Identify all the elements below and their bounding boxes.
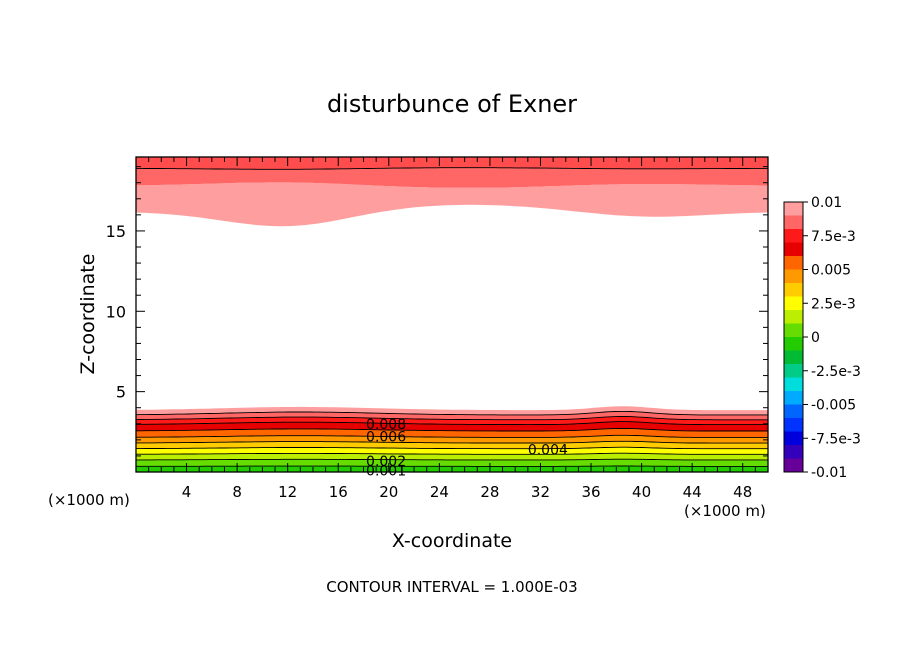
y-tick-label: 10	[106, 302, 126, 321]
chart-title: disturbunce of Exner	[327, 90, 577, 118]
colorbar-swatch	[784, 310, 803, 324]
lower-band	[136, 411, 768, 420]
contour-line	[136, 167, 768, 170]
y-tick-labels: 5 10 15	[106, 222, 126, 402]
contour-label: 0.006	[366, 430, 406, 446]
lower-band	[136, 447, 768, 455]
colorbar-label: 0.005	[811, 263, 851, 279]
colorbar-label: 2.5e-3	[811, 296, 856, 312]
x-tick-label: 4	[182, 483, 192, 501]
colorbar-swatch	[784, 458, 803, 473]
x-tick-label: 48	[733, 483, 752, 501]
contour-lines	[135, 167, 768, 467]
contour-bands	[136, 157, 768, 472]
colorbar-label: 0.01	[811, 195, 842, 211]
colorbar-swatch	[784, 229, 803, 243]
x-tick-label: 36	[581, 483, 600, 501]
colorbar-label: -0.01	[811, 465, 847, 481]
colorbar-label: 0	[811, 330, 820, 346]
contour-line	[136, 458, 768, 461]
colorbar-label: -7.5e-3	[811, 431, 861, 447]
colorbar-swatch	[784, 242, 803, 257]
contour-label: 0.002	[366, 454, 406, 470]
x-axis-label: X-coordinate	[392, 530, 512, 552]
colorbar-label: -0.005	[811, 398, 856, 414]
x-tick-label: 24	[430, 483, 449, 501]
upper-band	[136, 167, 768, 188]
x-tick-label: 12	[278, 483, 297, 501]
colorbar-swatch	[784, 404, 803, 419]
contour-line	[136, 427, 768, 432]
y-tick-label: 5	[116, 383, 126, 402]
x-tick-labels: 4 8 12 16 20 24 28 32 36 40 44 48	[182, 483, 752, 501]
y-axis-label: Z-coordinate	[77, 254, 99, 375]
colorbar-label: 7.5e-3	[811, 229, 856, 245]
contour-line	[136, 416, 768, 421]
colorbar-swatch	[784, 391, 803, 405]
upper-band	[136, 182, 768, 227]
colorbar-swatch	[784, 202, 803, 216]
y-tick-label: 15	[106, 222, 126, 241]
colorbar-swatch	[784, 377, 803, 392]
contour-line	[136, 452, 768, 455]
colorbar-swatch	[784, 215, 803, 230]
colorbar-swatch	[784, 296, 803, 311]
colorbar-swatch	[784, 431, 803, 446]
colorbar-swatch	[784, 337, 803, 351]
lower-band	[136, 453, 768, 460]
axis-ticks	[135, 157, 769, 473]
lower-band	[136, 406, 768, 415]
contour-interval-note: CONTOUR INTERVAL = 1.000E-03	[326, 578, 577, 596]
x-tick-label: 16	[329, 483, 348, 501]
x-tick-label: 44	[683, 483, 702, 501]
lower-band	[136, 441, 768, 449]
contour-line	[136, 440, 768, 444]
contour-label: 0.008	[366, 417, 406, 433]
x-tick-label: 40	[632, 483, 651, 501]
colorbar-swatch	[784, 418, 803, 432]
x-tick-label: 20	[379, 483, 398, 501]
lower-band	[136, 416, 768, 425]
colorbar-swatch	[784, 269, 803, 284]
x-unit-left: (×1000 m)	[48, 491, 130, 509]
x-tick-label: 8	[232, 483, 242, 501]
x-tick-label: 32	[531, 483, 550, 501]
contour-label: 0.004	[528, 443, 568, 459]
colorbar-swatch	[784, 256, 803, 270]
contour-line	[136, 446, 768, 450]
colorbar-swatch	[784, 350, 803, 365]
upper-band	[136, 157, 768, 170]
lower-band	[136, 459, 768, 467]
colorbar: 0.01 7.5e-3 0.005 2.5e-3 0 -2.5e-3 -0.005 -7.5e…	[783, 195, 861, 481]
colorbar-swatch	[784, 364, 803, 378]
colorbar-swatch	[784, 283, 803, 297]
colorbar-label: -2.5e-3	[811, 364, 861, 380]
colorbar-swatch	[784, 445, 803, 459]
contour-line	[135, 434, 768, 438]
contour-line	[135, 410, 768, 416]
x-unit-right: (×1000 m)	[684, 502, 766, 520]
contour-line	[135, 421, 768, 426]
colorbar-swatch	[784, 323, 803, 338]
x-tick-label: 28	[480, 483, 499, 501]
